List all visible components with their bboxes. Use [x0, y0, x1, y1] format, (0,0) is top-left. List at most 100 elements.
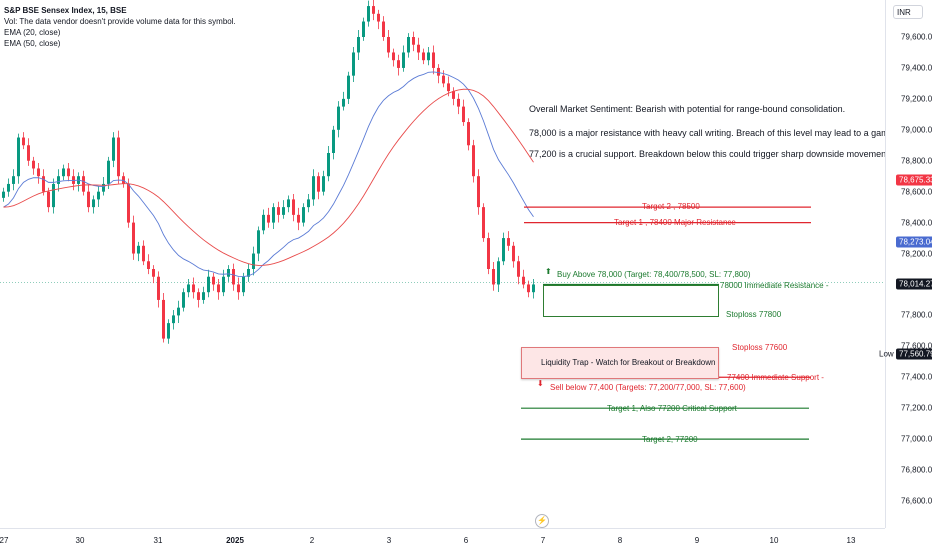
candle-body	[302, 207, 305, 223]
candle-body	[407, 37, 410, 53]
candle-body	[167, 323, 170, 339]
sell-arrow-icon: ⬇	[537, 379, 544, 388]
ema20-legend: EMA (20, close)	[4, 28, 61, 37]
candle-body	[182, 292, 185, 308]
candle-body	[327, 153, 330, 177]
candle-body	[82, 176, 85, 192]
x-tick-label: 10	[769, 536, 779, 545]
candle-body	[357, 37, 360, 53]
liquidity-trap-label: Liquidity Trap - Watch for Breakout or B…	[541, 358, 716, 367]
chart-plot-area[interactable]	[0, 0, 885, 528]
label-sell-below: Sell below 77,400 (Targets: 77,200/77,00…	[550, 383, 746, 392]
x-tick-label: 9	[694, 536, 700, 545]
note-support: 77,200 is a crucial support. Breakdown b…	[529, 149, 892, 159]
candle-body	[497, 261, 500, 285]
chart-legend: S&P BSE Sensex Index, 15, BSE Vol: The d…	[4, 5, 236, 49]
buy-zone-box[interactable]	[543, 285, 719, 317]
y-tick-label: 79,400.00	[901, 63, 932, 73]
candle-body	[102, 183, 105, 192]
y-tick-label: 76,600.00	[901, 496, 932, 506]
price-tag-red: 78,675.33	[896, 174, 932, 186]
candle-body	[317, 176, 320, 192]
candle-body	[352, 52, 355, 76]
candle-body	[362, 21, 365, 37]
candle-body	[467, 122, 470, 146]
candle-body	[412, 37, 415, 45]
candle-body	[392, 52, 395, 61]
y-tick-label: 77,000.00	[901, 434, 932, 444]
candle-body	[332, 129, 335, 153]
candle-body	[172, 315, 175, 324]
candle-body	[347, 75, 350, 99]
candle-body	[257, 230, 260, 254]
candle-body	[222, 276, 225, 293]
time-axis[interactable]: 27 30 31 2025 2 3 6 7 8 9 10 13	[0, 528, 885, 551]
candle-body	[492, 269, 495, 285]
candle-body	[487, 238, 490, 269]
y-tick-label: 78,600.00	[901, 187, 932, 197]
candle-body	[377, 13, 380, 22]
candle-body	[147, 261, 150, 269]
candle-body	[387, 37, 390, 53]
ema20-line	[3, 71, 534, 278]
label-buy-above: Buy Above 78,000 (Target: 78,400/78,500,…	[557, 270, 751, 279]
y-tick-label: 77,800.00	[901, 310, 932, 320]
x-tick-label: 8	[617, 536, 623, 545]
label-target1-up: Target 1 , 78400 Major Resistance	[614, 218, 736, 227]
x-tick-label: 6	[463, 536, 469, 545]
candle-body	[262, 214, 265, 231]
candle-body	[307, 199, 310, 208]
ema50-line	[3, 88, 534, 266]
y-tick-label: 79,200.00	[901, 94, 932, 104]
candle-body	[17, 137, 20, 177]
candle-body	[277, 207, 280, 215]
candle-body	[117, 137, 120, 177]
candle-body	[187, 284, 190, 293]
candle-body	[482, 207, 485, 239]
label-support-77400: 77400 Immediate Support -	[727, 373, 824, 382]
candle-body	[252, 253, 255, 269]
label-stoploss-77800: Stoploss 77800	[726, 310, 782, 319]
candle-body	[517, 261, 520, 277]
candle-body	[142, 245, 145, 262]
y-tick-label: 78,400.00	[901, 218, 932, 228]
candle-body	[42, 176, 45, 192]
label-target1-down: Target 1, Also 77200 Critical Support	[607, 404, 737, 413]
candle-body	[292, 199, 295, 215]
y-tick-label: 78,800.00	[901, 156, 932, 166]
candle-body	[342, 98, 345, 107]
candle-body	[457, 98, 460, 107]
y-tick-label: 79,600.00	[901, 32, 932, 42]
y-tick-label: 76,800.00	[901, 465, 932, 475]
candle-body	[32, 160, 35, 169]
candle-body	[132, 222, 135, 254]
x-tick-label: 2025	[226, 536, 244, 545]
candle-body	[287, 199, 290, 208]
x-tick-label: 3	[386, 536, 392, 545]
candle-body	[522, 276, 525, 285]
candle-body	[477, 176, 480, 208]
lightning-icon[interactable]: ⚡	[535, 514, 549, 528]
x-tick-label: 7	[540, 536, 546, 545]
liquidity-trap-box[interactable]: Liquidity Trap - Watch for Breakout or B…	[521, 347, 719, 379]
candle-body	[27, 145, 30, 161]
candle-body	[162, 299, 165, 339]
candle-body	[437, 67, 440, 76]
candle-body	[22, 137, 25, 146]
candle-body	[247, 269, 250, 277]
candle-body	[212, 276, 215, 285]
currency-selector[interactable]: INR	[893, 5, 923, 19]
candle-body	[402, 52, 405, 68]
low-value-tag: 77,560.79	[896, 348, 932, 360]
price-axis[interactable]: 79,600.00 79,400.00 79,200.00 79,000.00 78,8…	[885, 0, 932, 528]
candle-body	[237, 284, 240, 293]
candle-body	[207, 276, 210, 293]
symbol-title: S&P BSE Sensex Index, 15, BSE	[4, 6, 127, 15]
candle-body	[92, 199, 95, 208]
x-tick-label: 2	[309, 536, 315, 545]
price-tag-blue: 78,273.04	[896, 236, 932, 248]
candle-body	[367, 6, 370, 22]
low-label: Low	[879, 349, 894, 359]
candle-body	[472, 145, 475, 177]
candle-body	[267, 214, 270, 223]
